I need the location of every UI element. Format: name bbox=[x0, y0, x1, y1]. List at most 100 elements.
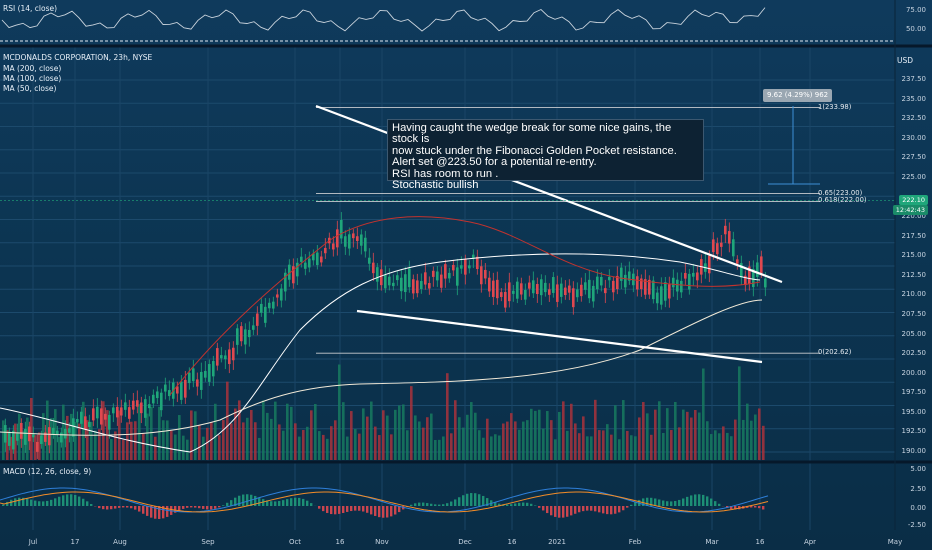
candle-body bbox=[440, 274, 443, 288]
macd-histogram-bar bbox=[342, 506, 345, 513]
annotation-note[interactable]: Having caught the wedge break for some n… bbox=[387, 119, 704, 191]
macd-histogram-bar bbox=[710, 498, 713, 506]
macd-histogram-bar bbox=[318, 506, 321, 509]
macd-histogram-bar bbox=[694, 494, 697, 506]
volume-bar bbox=[690, 417, 693, 460]
candle-body bbox=[652, 280, 655, 300]
candle-body bbox=[56, 430, 59, 435]
candle-body bbox=[4, 425, 7, 443]
volume-bar bbox=[370, 401, 373, 460]
macd-histogram-bar bbox=[522, 502, 525, 506]
macd-histogram-bar bbox=[222, 505, 225, 506]
macd-histogram-bar bbox=[142, 506, 145, 514]
candle-body bbox=[316, 252, 319, 266]
macd-histogram-bar bbox=[390, 506, 393, 517]
macd-histogram-bar bbox=[562, 506, 565, 518]
macd-histogram-bar bbox=[118, 506, 121, 508]
time-tick-label: Oct bbox=[288, 538, 302, 546]
candle-body bbox=[124, 402, 127, 410]
macd-histogram-bar bbox=[762, 506, 765, 510]
time-tick-label: Sep bbox=[201, 538, 215, 546]
volume-bar bbox=[534, 410, 537, 460]
volume-bar bbox=[442, 436, 445, 460]
volume-bar bbox=[254, 422, 257, 460]
price-tick-label: 215.00 bbox=[901, 251, 927, 260]
volume-bar bbox=[746, 403, 749, 460]
volume-bar bbox=[398, 405, 401, 460]
candle-body bbox=[216, 348, 219, 366]
candle-body bbox=[716, 243, 719, 255]
candle-body bbox=[712, 239, 715, 253]
candle-body bbox=[404, 274, 407, 293]
candle-body bbox=[696, 272, 699, 281]
volume-bar bbox=[310, 410, 313, 460]
volume-bar bbox=[726, 432, 729, 460]
volume-bar bbox=[702, 368, 705, 460]
candle-body bbox=[300, 256, 303, 262]
volume-bar bbox=[14, 423, 17, 460]
candle-body bbox=[592, 285, 595, 302]
symbol-label: MCDONALDS CORPORATION, 23h, NYSE bbox=[3, 53, 153, 62]
rsi-tick-label: 75.00 bbox=[905, 6, 926, 14]
candle-body bbox=[340, 219, 343, 239]
volume-bar bbox=[70, 413, 73, 460]
volume-bar bbox=[530, 408, 533, 460]
volume-bar bbox=[346, 436, 349, 460]
candle-body bbox=[52, 427, 55, 435]
macd-histogram-bar bbox=[590, 506, 593, 511]
fib-label: 0(202.62) bbox=[818, 348, 852, 357]
volume-bar bbox=[390, 434, 393, 460]
volume-bar bbox=[470, 402, 473, 460]
macd-histogram-bar bbox=[74, 494, 77, 506]
candle-body bbox=[296, 262, 299, 277]
volume-bar bbox=[710, 434, 713, 460]
volume-bar bbox=[66, 415, 69, 460]
macd-histogram-bar bbox=[426, 503, 429, 506]
candle-body bbox=[576, 289, 579, 298]
candle-body bbox=[540, 279, 543, 296]
ma50-line bbox=[169, 216, 761, 396]
volume-bar bbox=[194, 411, 197, 460]
macd-histogram-bar bbox=[514, 503, 517, 506]
candle-body bbox=[408, 268, 411, 288]
volume-bar bbox=[166, 420, 169, 460]
volume-bar bbox=[22, 430, 25, 460]
volume-bar bbox=[674, 402, 677, 460]
candle-body bbox=[552, 277, 555, 293]
macd-tick-label: -2.50 bbox=[907, 521, 926, 529]
volume-bar bbox=[258, 437, 261, 460]
volume-bar bbox=[406, 430, 409, 460]
candle-body bbox=[192, 368, 195, 382]
candle-body bbox=[736, 259, 739, 264]
volume-bar bbox=[522, 421, 525, 460]
macd-histogram-bar bbox=[622, 506, 625, 511]
volume-bar bbox=[126, 422, 129, 460]
volume-bar bbox=[518, 429, 521, 460]
macd-histogram-bar bbox=[102, 506, 105, 510]
candle-body bbox=[164, 384, 167, 392]
candle-body bbox=[200, 371, 203, 390]
candle-body bbox=[108, 414, 111, 430]
macd-histogram-bar bbox=[362, 506, 365, 512]
candle-body bbox=[344, 236, 347, 247]
volume-bar bbox=[566, 430, 569, 460]
volume-bar bbox=[682, 409, 685, 460]
macd-histogram-bar bbox=[126, 506, 129, 508]
macd-histogram-bar bbox=[310, 503, 313, 506]
volume-bar bbox=[554, 439, 557, 460]
candle-body bbox=[48, 427, 51, 446]
volume-bar bbox=[30, 397, 33, 460]
macd-histogram-bar bbox=[382, 506, 385, 518]
volume-bar bbox=[622, 400, 625, 460]
volume-bar bbox=[150, 406, 153, 460]
macd-histogram-bar bbox=[190, 506, 193, 508]
macd-histogram-bar bbox=[58, 496, 61, 506]
candle-body bbox=[456, 267, 459, 286]
macd-histogram-bar bbox=[134, 506, 137, 510]
study-label-ma50: MA (50, close) bbox=[3, 84, 57, 93]
candle-body bbox=[432, 270, 435, 277]
candle-body bbox=[664, 282, 667, 301]
macd-histogram-bar bbox=[486, 498, 489, 506]
